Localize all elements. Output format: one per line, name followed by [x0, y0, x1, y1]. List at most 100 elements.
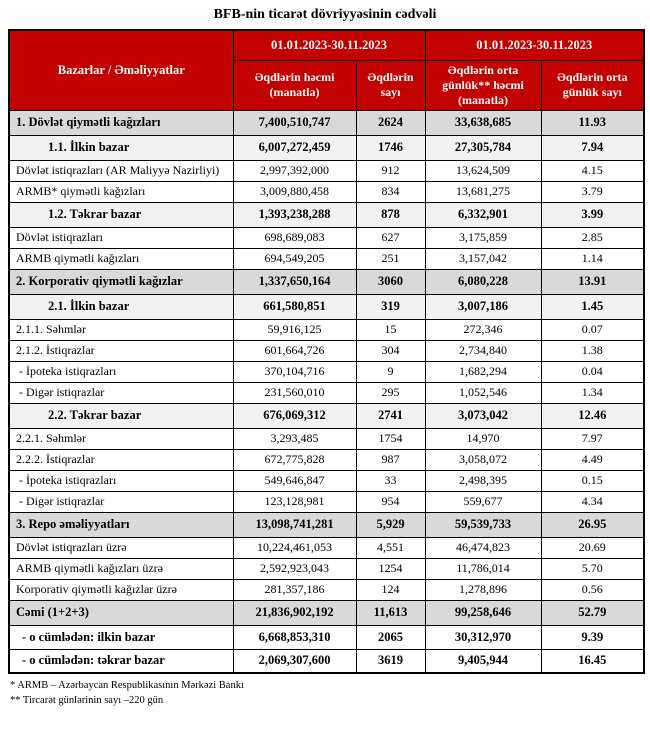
row-value: 559,677 [424, 490, 542, 513]
row-value: 4.15 [540, 159, 645, 182]
row-value: 9,405,944 [424, 648, 542, 674]
row-value: 231,560,010 [232, 381, 357, 404]
footnotes: * ARMB – Azərbaycan Respublikasının Mərk… [10, 678, 650, 708]
row-value: 1.34 [540, 381, 645, 404]
table-row: 1. Dövlət qiymətli kağızları 7,400,510,7… [8, 109, 645, 136]
header-markets-operations: Bazarlar / Əməliyyatlar [8, 29, 234, 111]
row-value: 319 [355, 293, 426, 320]
row-label: ARMB qiymətli kağızları üzrə [8, 557, 234, 580]
row-value: 601,664,726 [232, 339, 357, 362]
row-label: 2. Korporativ qiymətli kağızlar [8, 268, 234, 295]
row-value: 9.39 [540, 624, 645, 650]
row-value: 1,278,896 [424, 578, 542, 601]
row-value: 2065 [355, 624, 426, 650]
row-value: 124 [355, 578, 426, 601]
row-value: 6,007,272,459 [232, 134, 357, 161]
table-row: 2.2.1. Səhmlər 3,293,485 1754 14,970 7.9… [8, 427, 645, 450]
row-value: 4,551 [355, 536, 426, 559]
table-row: - Digər istiqrazlar 231,560,010 295 1,05… [8, 381, 645, 404]
table-row: Cəmi (1+2+3) 21,836,902,192 11,613 99,25… [8, 599, 645, 626]
row-value: 0.15 [540, 469, 645, 492]
row-value: 3,175,859 [424, 226, 542, 249]
row-value: 27,305,784 [424, 134, 542, 161]
row-value: 1746 [355, 134, 426, 161]
row-value: 698,689,083 [232, 226, 357, 249]
row-value: 281,357,186 [232, 578, 357, 601]
row-value: 370,104,716 [232, 360, 357, 383]
header-avg-daily-count: Əqdlərin orta günlük sayı [540, 59, 645, 111]
header-period-row: Bazarlar / Əməliyyatlar 01.01.2023-30.11… [8, 29, 645, 111]
row-value: 30,312,970 [424, 624, 542, 650]
row-label: ARMB* qiymətli kağızları [8, 180, 234, 203]
row-value: 0.04 [540, 360, 645, 383]
row-value: 33 [355, 469, 426, 492]
row-value: 676,069,312 [232, 402, 357, 429]
row-value: 3,293,485 [232, 427, 357, 450]
row-value: 15 [355, 318, 426, 341]
row-value: 12.46 [540, 402, 645, 429]
row-value: 5.70 [540, 557, 645, 580]
row-value: 59,539,733 [424, 511, 542, 538]
turnover-table: Bazarlar / Əməliyyatlar 01.01.2023-30.11… [8, 29, 646, 674]
row-label: 2.2.1. Səhmlər [8, 427, 234, 450]
table-row: 2.1.1. Səhmlər 59,916,125 15 272,346 0.0… [8, 318, 645, 341]
row-value: 1254 [355, 557, 426, 580]
row-value: 987 [355, 448, 426, 471]
row-value: 2624 [355, 109, 426, 136]
row-value: 2741 [355, 402, 426, 429]
row-value: 1,393,238,288 [232, 201, 357, 228]
row-value: 304 [355, 339, 426, 362]
row-label: - Digər istiqrazlar [8, 490, 234, 513]
header-period-right: 01.01.2023-30.11.2023 [424, 29, 645, 61]
row-value: 272,346 [424, 318, 542, 341]
row-value: 694,549,205 [232, 247, 357, 270]
row-value: 21,836,902,192 [232, 599, 357, 626]
row-value: 123,128,981 [232, 490, 357, 513]
row-label: 2.2. Təkrar bazar [8, 402, 234, 429]
row-value: 13.91 [540, 268, 645, 295]
row-value: 4.34 [540, 490, 645, 513]
row-label: 1.1. İlkin bazar [8, 134, 234, 161]
row-value: 1.45 [540, 293, 645, 320]
row-value: 1.14 [540, 247, 645, 270]
row-value: 11.93 [540, 109, 645, 136]
row-label: Korporativ qiymətli kağızlar üzrə [8, 578, 234, 601]
row-value: 59,916,125 [232, 318, 357, 341]
row-label: - o cümlədən: ilkin bazar [8, 624, 234, 650]
row-label: 2.2.2. İstiqrazlar [8, 448, 234, 471]
row-value: 4.49 [540, 448, 645, 471]
row-value: 627 [355, 226, 426, 249]
row-value: 878 [355, 201, 426, 228]
table-row: - o cümlədən: ilkin bazar 6,668,853,310 … [8, 624, 645, 650]
row-value: 7,400,510,747 [232, 109, 357, 136]
table-row: ARMB qiymətli kağızları 694,549,205 251 … [8, 247, 645, 270]
row-label: - İpoteka istiqrazları [8, 469, 234, 492]
row-value: 295 [355, 381, 426, 404]
row-value: 99,258,646 [424, 599, 542, 626]
header-columns-row: Əqdlərin həcmi (manatla) Əqdlərin sayı Ə… [9, 59, 645, 111]
table-row: Dövlət istiqrazları üzrə 10,224,461,053 … [8, 536, 645, 559]
row-value: 3.79 [540, 180, 645, 203]
table-row: 3. Repo əməliyyatları 13,098,741,281 5,9… [8, 511, 645, 538]
table-row: 2.2.2. İstiqrazlar 672,775,828 987 3,058… [8, 448, 645, 471]
row-value: 2,498,395 [424, 469, 542, 492]
table-row: - Digər istiqrazlar 123,128,981 954 559,… [8, 490, 645, 513]
row-value: 20.69 [540, 536, 645, 559]
row-label: - Digər istiqrazlar [8, 381, 234, 404]
row-value: 13,098,741,281 [232, 511, 357, 538]
table-row: Dövlət istiqrazları 698,689,083 627 3,17… [8, 226, 645, 249]
row-value: 1,337,650,164 [232, 268, 357, 295]
header-period-left: 01.01.2023-30.11.2023 [232, 29, 426, 61]
row-value: 1,052,546 [424, 381, 542, 404]
row-value: 3.99 [540, 201, 645, 228]
row-value: 1754 [355, 427, 426, 450]
row-value: 251 [355, 247, 426, 270]
table-header: Bazarlar / Əməliyyatlar 01.01.2023-30.11… [8, 29, 645, 111]
header-deal-volume: Əqdlərin həcmi (manatla) [232, 59, 357, 111]
row-label: - o cümlədən: təkrar bazar [8, 648, 234, 674]
row-label: 2.1.1. Səhmlər [8, 318, 234, 341]
table-row: 2.1. İlkin bazar 661,580,851 319 3,007,1… [8, 293, 645, 320]
row-value: 9 [355, 360, 426, 383]
row-value: 13,681,275 [424, 180, 542, 203]
